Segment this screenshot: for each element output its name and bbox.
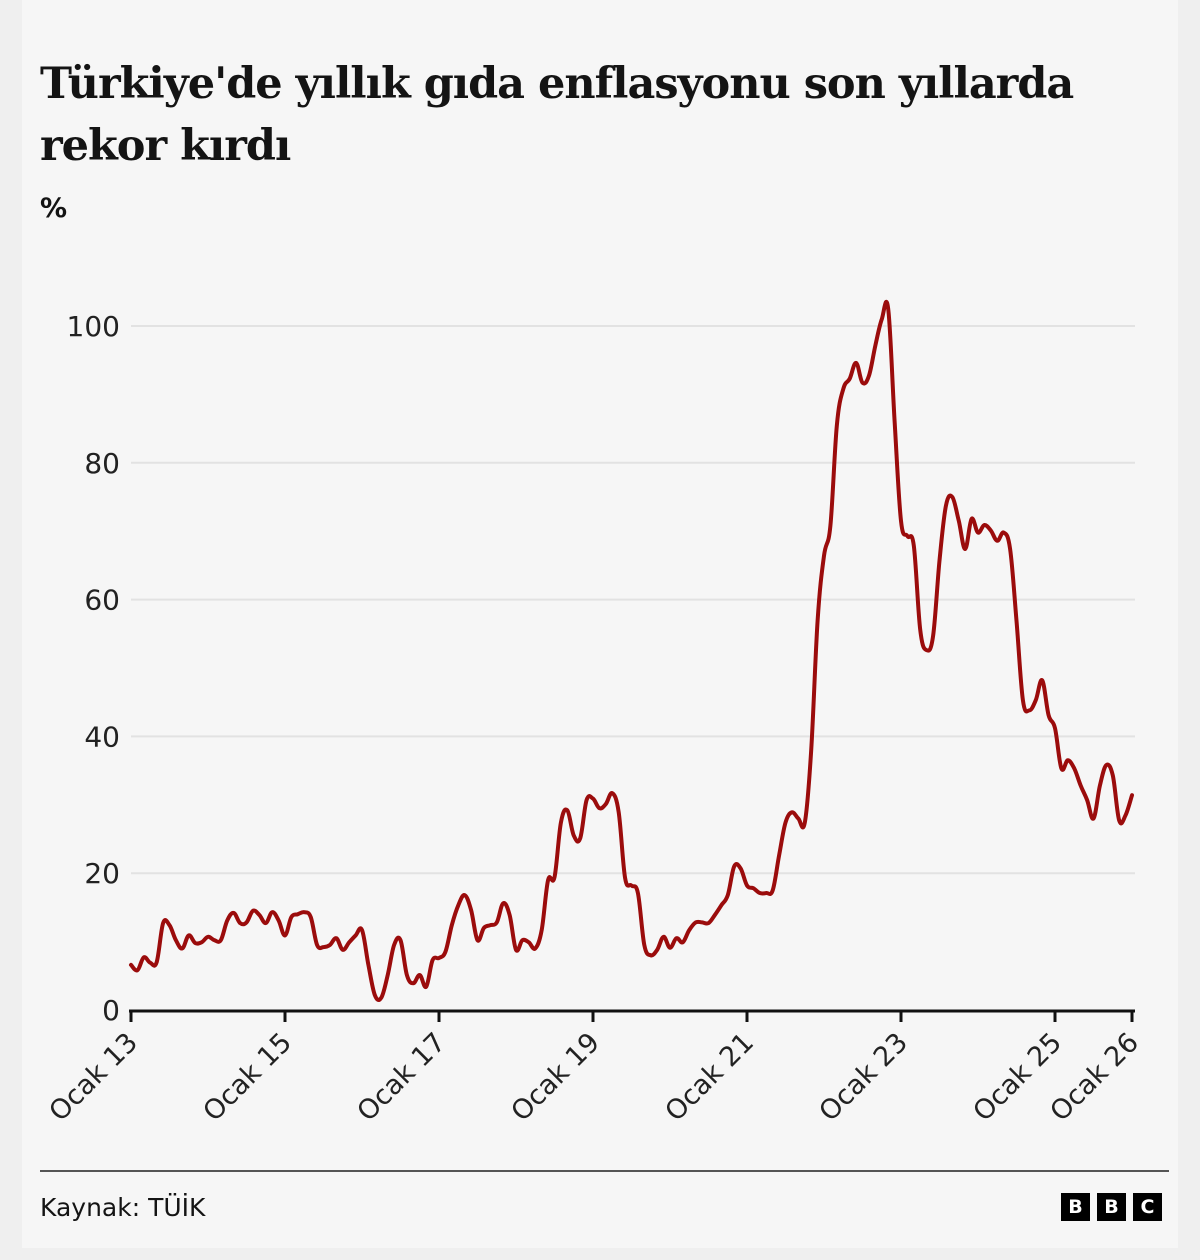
chart-card <box>22 0 1178 1248</box>
source-label: Kaynak: TÜİK <box>40 1193 206 1222</box>
y-tick-label: 100 <box>67 310 120 343</box>
chart-title: Türkiye'de yıllık gıda enflasyonu son yı… <box>40 58 1074 171</box>
y-tick-label: 60 <box>84 584 120 617</box>
x-tick-label: Ocak 21 <box>659 1027 760 1128</box>
x-tick-label: Ocak 15 <box>197 1027 298 1128</box>
x-tick-label: Ocak 17 <box>351 1027 452 1128</box>
gridlines <box>131 325 1135 875</box>
y-axis-ticks: 0 20 40 60 80 100 <box>67 310 120 1027</box>
bbc-logo-letter: C <box>1133 1193 1162 1221</box>
y-tick-label: 80 <box>84 447 120 480</box>
bbc-logo-letter: B <box>1097 1193 1126 1221</box>
y-tick-label: 20 <box>84 857 120 890</box>
bbc-logo: B B C <box>1061 1193 1162 1221</box>
x-axis: Ocak 13 Ocak 15 Ocak 17 Ocak 19 Ocak 21 Ocak … <box>43 1009 1145 1128</box>
y-tick-label: 0 <box>102 994 120 1027</box>
y-axis-unit-label: % <box>40 193 68 224</box>
x-tick-label: Ocak 13 <box>43 1027 144 1128</box>
footer-divider <box>40 1170 1169 1172</box>
y-tick-label: 40 <box>84 720 120 753</box>
food-inflation-line <box>129 299 1134 1002</box>
x-tick-label: Ocak 23 <box>813 1027 914 1128</box>
bbc-logo-letter: B <box>1061 1193 1090 1221</box>
x-tick-label: Ocak 19 <box>505 1027 606 1128</box>
